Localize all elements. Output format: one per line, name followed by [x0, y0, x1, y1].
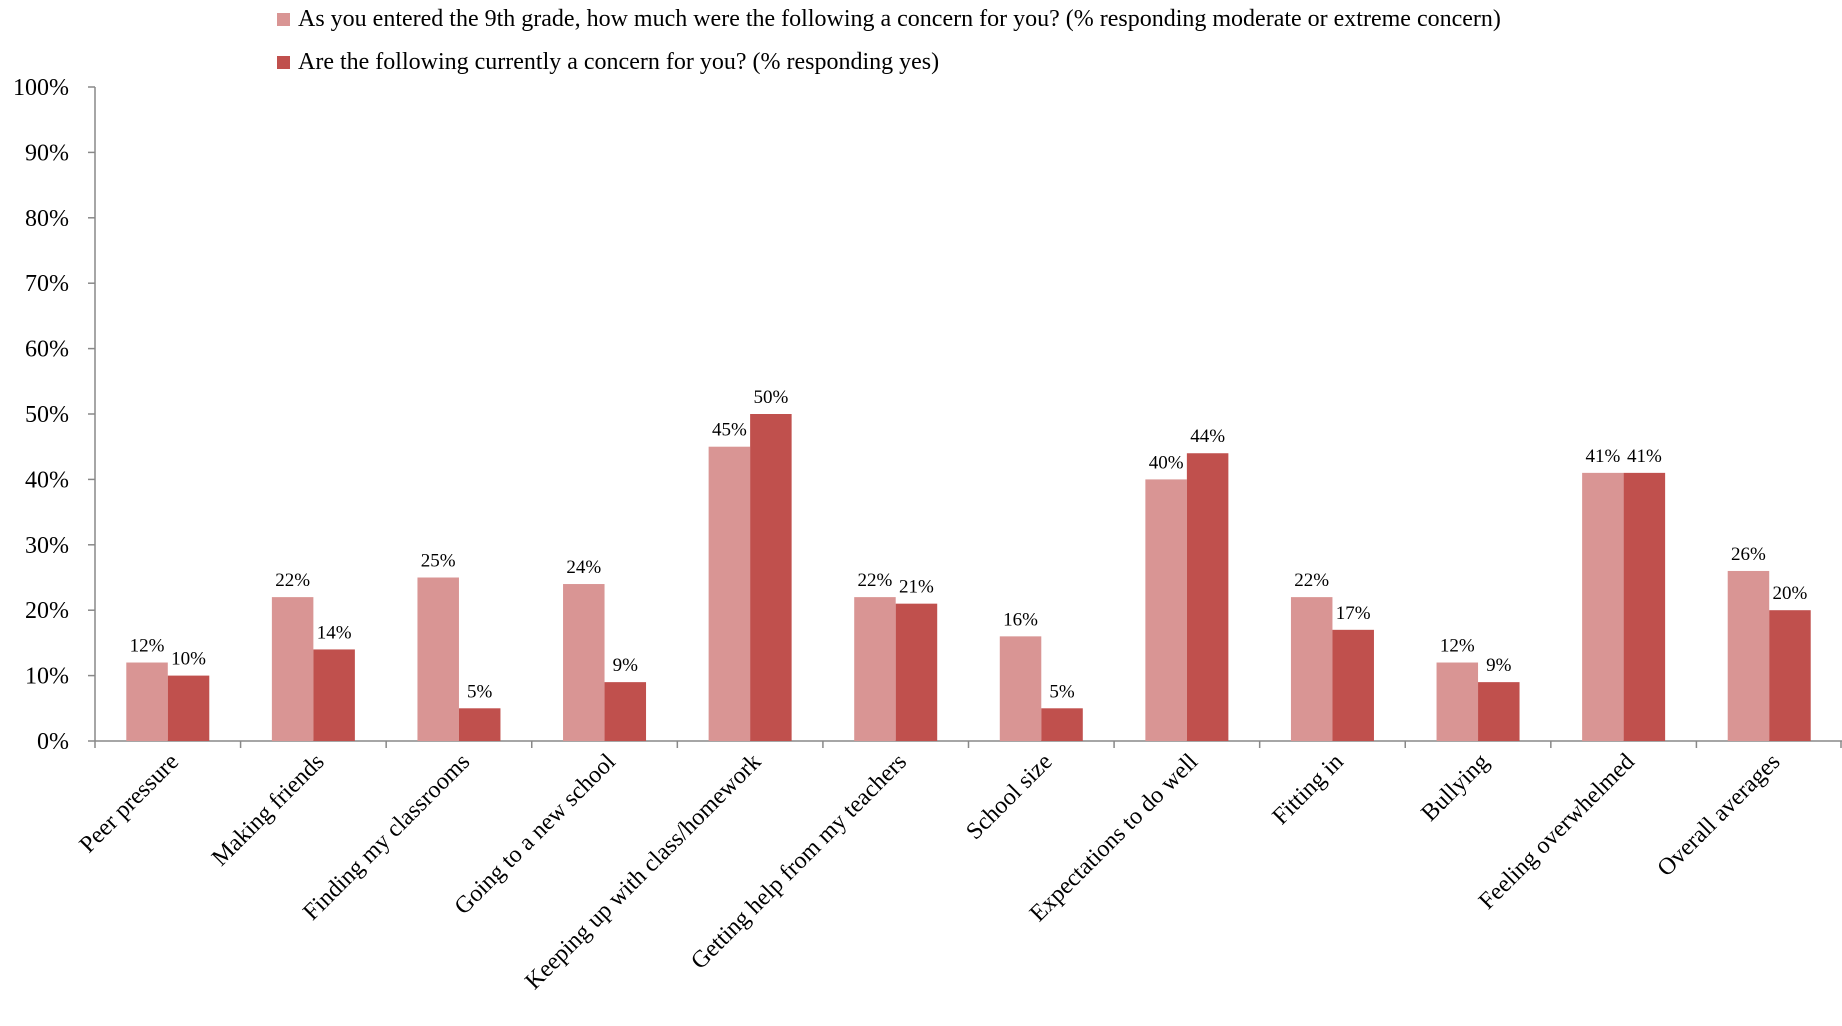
data-label-s2-1: 10%: [171, 649, 206, 670]
bar-s1-11: [1582, 472, 1624, 741]
data-label-s2-4: 9%: [613, 655, 639, 676]
category-label-11: Feeling overwhelmed: [1474, 749, 1640, 915]
y-tick-label: 80%: [25, 206, 69, 232]
bar-s1-5: [708, 446, 751, 741]
bar-s2-1: [167, 675, 210, 741]
legend-entry-1: As you entered the 9th grade, how much w…: [277, 6, 1501, 33]
bar-s1-3: [417, 577, 459, 741]
y-tick-label: 20%: [25, 598, 69, 624]
y-tick-label: 60%: [25, 337, 69, 363]
category-label-8: Expectations to do well: [1025, 749, 1203, 927]
legend-swatch-2: [277, 56, 290, 69]
bar-s1-9: [1290, 597, 1333, 741]
data-label-s2-6: 21%: [899, 577, 934, 598]
bar-s1-6: [854, 597, 896, 741]
y-tick-label: 90%: [25, 140, 69, 166]
y-tick-label: 70%: [25, 271, 69, 297]
data-label-s2-12: 20%: [1773, 583, 1808, 604]
bar-s2-8: [1186, 453, 1229, 741]
data-label-s1-3: 25%: [421, 551, 456, 572]
bar-s1-12: [1727, 570, 1770, 741]
category-label-7: School size: [961, 749, 1057, 845]
legend-label-2: Are the following currently a concern fo…: [298, 49, 940, 75]
y-tick-label: 30%: [25, 533, 69, 559]
data-label-s1-5: 45%: [712, 420, 747, 441]
y-tick-label: 40%: [25, 467, 69, 493]
bar-s1-2: [271, 597, 314, 741]
bar-s1-7: [999, 636, 1042, 741]
bar-s2-12: [1769, 610, 1811, 741]
category-label-5: Keeping up with class/homework: [520, 749, 766, 995]
category-label-1: Peer pressure: [75, 749, 184, 858]
data-label-s1-6: 22%: [858, 570, 893, 591]
data-label-s1-1: 12%: [130, 636, 165, 657]
data-label-s1-11: 41%: [1585, 446, 1620, 467]
data-label-s2-3: 5%: [467, 681, 493, 702]
bar-s2-5: [750, 414, 792, 741]
data-label-s2-9: 17%: [1336, 603, 1371, 624]
category-label-12: Overall averages: [1653, 749, 1786, 882]
data-label-s2-7: 5%: [1049, 681, 1075, 702]
data-label-s2-8: 44%: [1190, 426, 1225, 447]
category-label-10: Bullying: [1416, 749, 1494, 827]
data-label-s1-7: 16%: [1003, 609, 1038, 630]
data-label-s1-2: 22%: [275, 570, 310, 591]
legend-swatch-1: [277, 13, 290, 26]
bar-s2-9: [1332, 629, 1374, 741]
legend-label-1: As you entered the 9th grade, how much w…: [298, 6, 1501, 32]
bar-s2-11: [1623, 472, 1666, 741]
data-label-s2-10: 9%: [1486, 655, 1512, 676]
bar-s1-8: [1145, 479, 1187, 741]
y-tick-label: 50%: [25, 402, 69, 428]
data-label-s1-9: 22%: [1294, 570, 1329, 591]
data-label-s2-5: 50%: [753, 387, 788, 408]
data-label-s2-2: 14%: [317, 622, 352, 643]
data-label-s1-4: 24%: [566, 557, 601, 578]
bar-s2-2: [313, 649, 355, 741]
bar-s2-4: [604, 682, 647, 741]
category-label-4: Going to a new school: [450, 749, 621, 920]
category-label-9: Fitting in: [1268, 749, 1349, 830]
y-tick-label: 100%: [13, 75, 69, 101]
y-tick-label: 10%: [25, 664, 69, 690]
data-label-s1-10: 12%: [1440, 636, 1475, 657]
bar-s2-7: [1041, 708, 1083, 741]
data-label-s2-11: 41%: [1627, 446, 1662, 467]
bar-s2-3: [458, 708, 501, 741]
data-label-s1-12: 26%: [1731, 544, 1766, 565]
legend-entry-2: Are the following currently a concern fo…: [277, 49, 939, 76]
bar-s2-10: [1478, 682, 1520, 741]
bar-s2-6: [895, 603, 938, 741]
data-label-s1-8: 40%: [1149, 452, 1184, 473]
bar-s1-4: [563, 584, 605, 741]
category-label-3: Finding my classrooms: [298, 749, 475, 926]
category-label-2: Making friends: [207, 749, 330, 872]
bar-s1-1: [126, 662, 168, 741]
y-tick-label: 0%: [37, 729, 69, 755]
bar-s1-10: [1436, 662, 1479, 741]
